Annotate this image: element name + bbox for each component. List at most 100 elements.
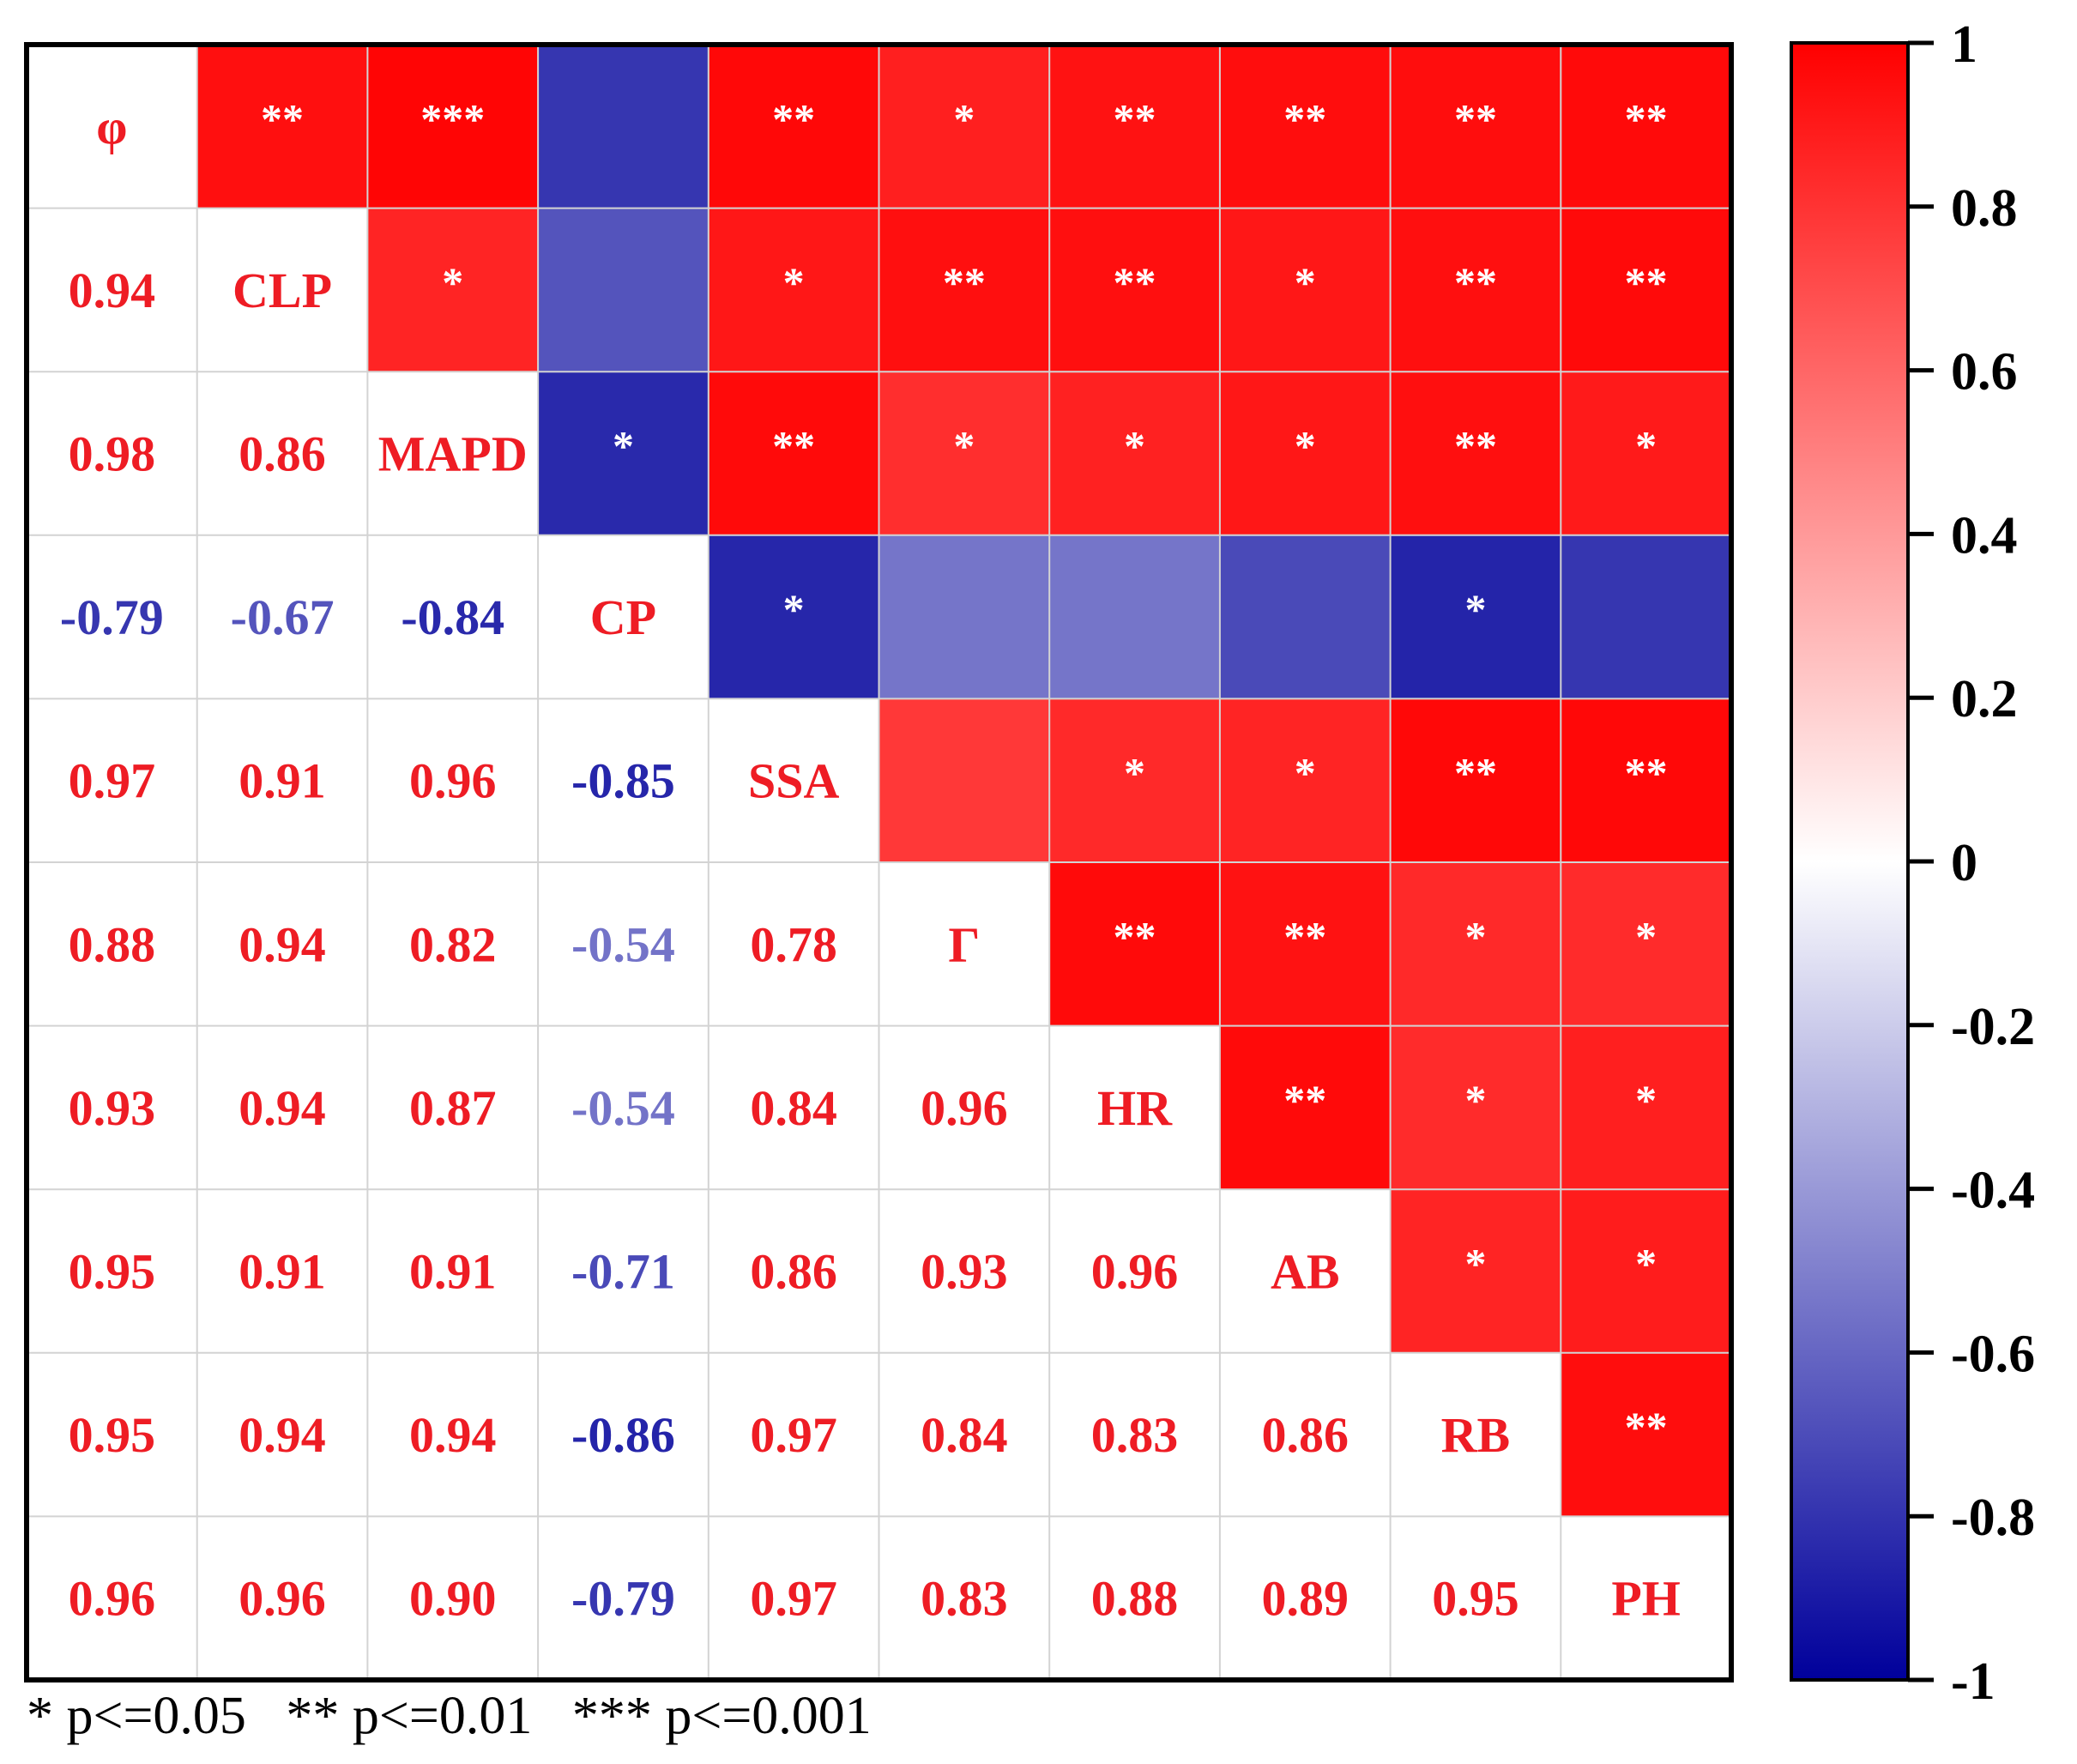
heatmap-cell-0-3	[538, 45, 709, 209]
heatmap-cell-2-3	[538, 372, 709, 536]
correlation-value-8-5: 0.84	[921, 1407, 1008, 1463]
significance-mark-4-7: *	[1295, 749, 1316, 797]
variable-label-5: Γ	[948, 916, 980, 972]
matrix-frame	[24, 42, 1734, 1682]
significance-mark-2-5: *	[953, 422, 975, 470]
correlation-value-5-1: 0.94	[238, 916, 326, 972]
correlation-value-6-0: 0.93	[69, 1080, 156, 1136]
colorbar-tick-label: -0.6	[1951, 1325, 2035, 1383]
correlation-value-6-1: 0.94	[238, 1080, 326, 1136]
variable-label-1: CLP	[232, 263, 332, 318]
correlation-value-7-0: 0.95	[69, 1244, 156, 1300]
heatmap-cell-0-8	[1390, 45, 1561, 209]
significance-mark-4-6: *	[1124, 749, 1145, 797]
correlation-value-7-6: 0.96	[1091, 1244, 1179, 1300]
significance-mark-1-9: **	[1625, 258, 1668, 306]
correlation-value-7-2: 0.91	[409, 1244, 497, 1300]
variable-label-4: SSA	[748, 753, 840, 809]
significance-mark-5-7: **	[1283, 912, 1326, 960]
heatmap-cell-4-5	[878, 698, 1050, 863]
heatmap-cell-5-7	[1219, 862, 1392, 1027]
correlation-value-9-3: -0.79	[571, 1571, 675, 1627]
correlation-value-5-0: 0.88	[69, 916, 156, 972]
heatmap-cell-1-4	[708, 208, 879, 372]
colorbar-ticks: 1 0.8 0.6 0.4 0.2 0 -0.2 -0.4 -0.6 -0.8 -1	[1908, 15, 2035, 1711]
significance-mark-5-6: **	[1114, 912, 1156, 960]
correlation-value-9-7: 0.89	[1262, 1571, 1349, 1627]
significance-mark-7-9: *	[1635, 1240, 1657, 1288]
significance-mark-0-1: **	[261, 94, 304, 142]
significance-mark-2-9: *	[1635, 422, 1657, 470]
significance-legend-note: * p<=0.05 ** p<=0.01 *** p<=0.001	[27, 1687, 872, 1745]
correlation-value-5-4: 0.78	[750, 916, 837, 972]
heatmap-cell-0-4	[708, 45, 879, 209]
correlation-value-2-1: 0.86	[238, 426, 326, 482]
correlation-value-9-4: 0.97	[750, 1571, 837, 1627]
variable-label-7: AB	[1271, 1244, 1340, 1300]
correlation-value-6-3: -0.54	[571, 1080, 675, 1136]
significance-mark-1-2: *	[442, 258, 463, 306]
correlation-value-9-0: 0.96	[69, 1571, 156, 1627]
correlation-value-8-7: 0.86	[1262, 1407, 1349, 1463]
significance-mark-0-8: **	[1454, 94, 1497, 142]
correlation-value-8-6: 0.83	[1091, 1407, 1179, 1463]
colorbar-tick-label: 0.6	[1951, 343, 2018, 402]
variable-label-0: φ	[96, 99, 127, 154]
heatmap-cell-2-6	[1049, 372, 1221, 536]
correlation-value-3-1: -0.67	[231, 589, 335, 645]
heatmap-cell-3-5	[878, 535, 1050, 699]
heatmap-cell-6-8	[1390, 1025, 1561, 1190]
significance-mark-0-9: **	[1625, 94, 1668, 142]
correlation-value-6-5: 0.96	[921, 1080, 1008, 1136]
significance-mark-4-9: **	[1625, 749, 1668, 797]
heatmap-cell-5-8	[1390, 862, 1561, 1027]
matrix-cells	[196, 45, 1732, 1517]
significance-mark-0-6: **	[1114, 94, 1156, 142]
colorbar-tick-label: 1	[1951, 15, 1977, 74]
correlation-value-2-0: 0.98	[69, 426, 156, 482]
significance-mark-1-6: **	[1114, 258, 1156, 306]
heatmap-cell-4-8	[1390, 698, 1561, 863]
matrix-grid	[27, 45, 1731, 1680]
heatmap-cell-4-9	[1561, 698, 1732, 863]
heatmap-cell-0-6	[1049, 45, 1221, 209]
heatmap-cell-0-7	[1219, 45, 1392, 209]
significance-mark-3-4: *	[783, 585, 805, 633]
variable-label-9: PH	[1611, 1571, 1681, 1627]
heatmap-cell-1-5	[878, 208, 1050, 372]
correlation-value-4-1: 0.91	[238, 753, 326, 809]
colorbar-tick-label: 0.2	[1951, 670, 2018, 728]
significance-mark-6-8: *	[1464, 1076, 1486, 1124]
significance-mark-7-8: *	[1464, 1240, 1486, 1288]
colorbar-tick-label: 0.4	[1951, 506, 2018, 565]
significance-mark-4-8: **	[1454, 749, 1497, 797]
heatmap-cell-5-9	[1561, 862, 1732, 1027]
correlation-value-4-3: -0.85	[571, 753, 675, 809]
significance-mark-2-3: *	[613, 422, 634, 470]
heatmap-cell-1-6	[1049, 208, 1221, 372]
correlation-value-6-4: 0.84	[750, 1080, 837, 1136]
correlation-value-4-2: 0.96	[409, 753, 497, 809]
heatmap-cell-1-8	[1390, 208, 1561, 372]
correlation-value-8-2: 0.94	[409, 1407, 497, 1463]
heatmap-cell-3-6	[1049, 535, 1221, 699]
heatmap-cell-2-9	[1561, 372, 1732, 536]
significance-mark-0-7: **	[1283, 94, 1326, 142]
heatmap-cell-5-6	[1049, 862, 1221, 1027]
matrix-labels: φ ** *** ** * ** ** ** **0.94 CLP * * ** ** * ** **0.98 0…	[60, 94, 1681, 1626]
heatmap-cell-6-9	[1561, 1025, 1732, 1190]
correlation-value-8-0: 0.95	[69, 1407, 156, 1463]
heatmap-cell-3-4	[708, 535, 879, 699]
significance-mark-1-8: **	[1454, 258, 1497, 306]
correlation-value-7-4: 0.86	[750, 1244, 837, 1300]
colorbar-gradient	[1790, 41, 1910, 1682]
colorbar-tick-label: 0.8	[1951, 179, 2018, 238]
correlation-value-9-1: 0.96	[238, 1571, 326, 1627]
correlation-value-8-1: 0.94	[238, 1407, 326, 1463]
correlation-value-7-5: 0.93	[921, 1244, 1008, 1300]
correlation-value-8-3: -0.86	[571, 1407, 675, 1463]
heatmap-cell-0-5	[878, 45, 1050, 209]
heatmap-cell-1-2	[367, 208, 539, 372]
heatmap-cell-2-5	[878, 372, 1050, 536]
